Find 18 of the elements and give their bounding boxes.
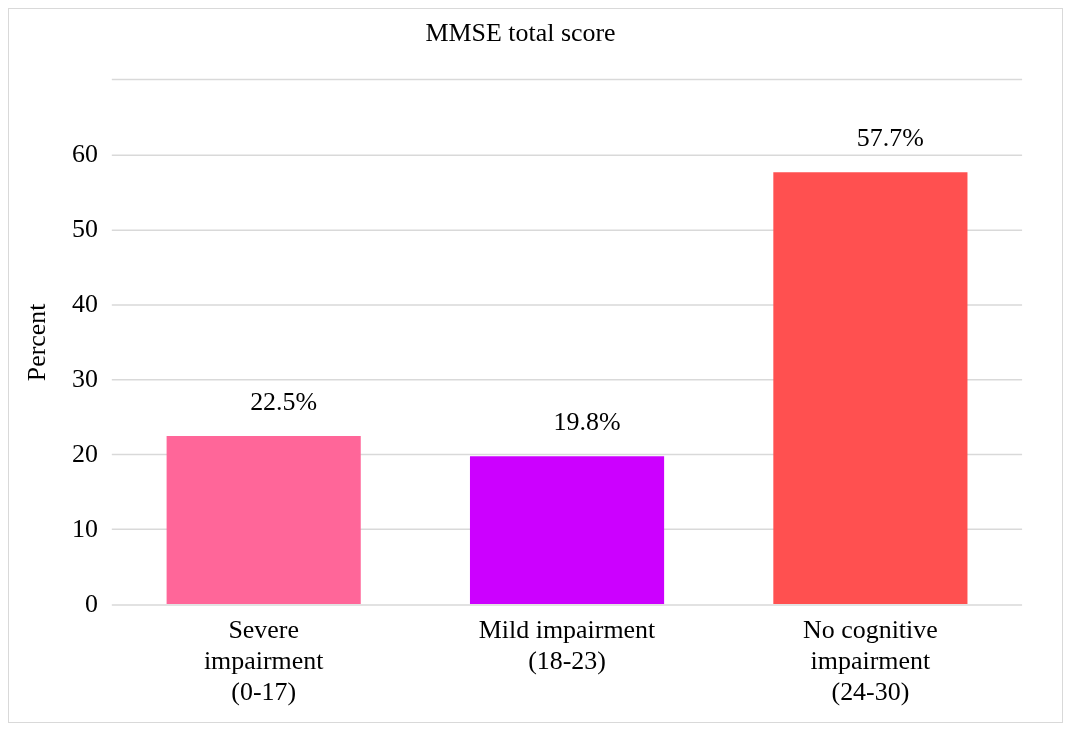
y-tick-label: 50 xyxy=(72,213,99,243)
x-tick-label: Mild impairment (18-23) xyxy=(478,615,657,676)
data-label: 19.8% xyxy=(553,407,621,437)
y-tick-label: 30 xyxy=(72,363,99,393)
data-label: 22.5% xyxy=(250,386,318,416)
x-tick-label: No cognitive impairment (24-30) xyxy=(803,615,938,707)
data-label: 57.7% xyxy=(856,123,924,153)
y-axis-title: Percent xyxy=(22,302,52,382)
y-tick-label: 20 xyxy=(72,438,99,468)
y-tick-label: 0 xyxy=(85,588,99,618)
chart-title: MMSE total score xyxy=(425,18,616,48)
bar xyxy=(773,172,968,604)
y-tick-label: 40 xyxy=(72,288,99,318)
bar xyxy=(469,456,665,604)
bar xyxy=(166,436,361,604)
x-tick-label: Severe impairment (0-17) xyxy=(203,615,325,707)
y-tick-label: 10 xyxy=(72,513,99,543)
y-tick-label: 60 xyxy=(72,138,99,168)
